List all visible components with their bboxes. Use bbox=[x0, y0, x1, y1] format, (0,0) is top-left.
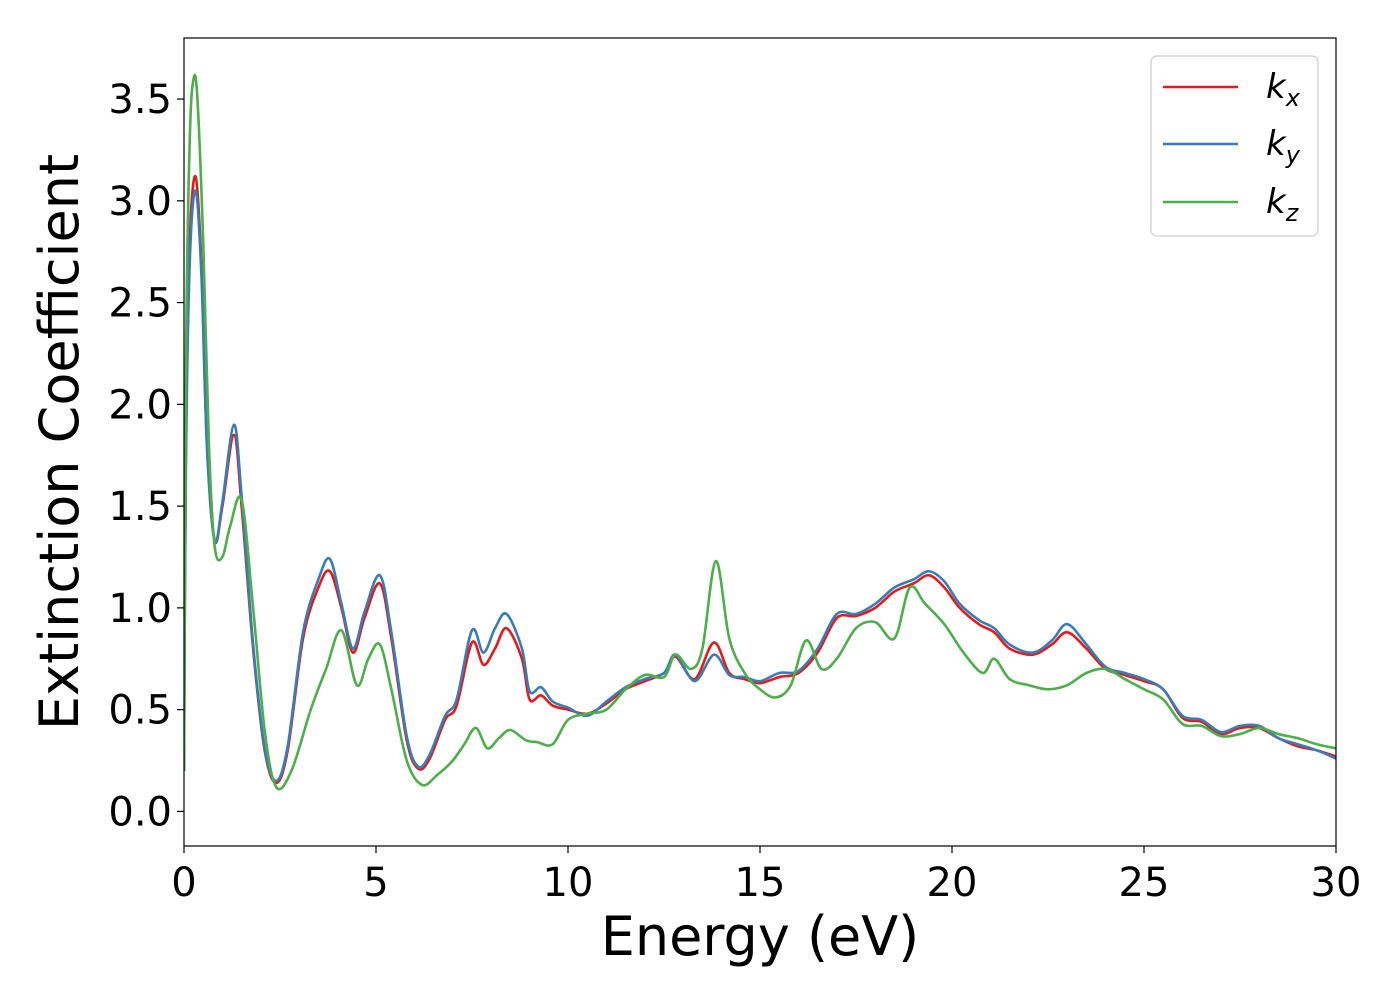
y-tick-label: 1.5 bbox=[108, 484, 172, 530]
y-tick-label: 0.0 bbox=[108, 789, 172, 835]
x-tick-label: 30 bbox=[1311, 860, 1362, 906]
legend-label-x: kx bbox=[1266, 67, 1301, 112]
series-layer bbox=[184, 73, 1336, 791]
y-axis-ticks: 0.0 0.5 1.0 1.5 2.0 2.5 3.0 3.5 bbox=[108, 77, 184, 835]
y-axis-title: Extinction Coefficient bbox=[28, 154, 91, 730]
series-line-z bbox=[184, 73, 1336, 791]
plot-area bbox=[183, 37, 1337, 847]
x-tick-label: 20 bbox=[927, 860, 978, 906]
legend: kx ky kz bbox=[1150, 55, 1319, 237]
y-tick-label: 1.0 bbox=[108, 586, 172, 632]
x-tick-label: 0 bbox=[171, 860, 196, 906]
series-line-y bbox=[184, 189, 1336, 783]
legend-label-z: kz bbox=[1266, 182, 1300, 227]
y-tick-label: 3.5 bbox=[108, 77, 172, 123]
x-tick-label: 25 bbox=[1119, 860, 1170, 906]
y-tick-label: 2.5 bbox=[108, 281, 172, 327]
legend-label-y: ky bbox=[1266, 124, 1301, 169]
y-tick-label: 3.0 bbox=[108, 179, 172, 225]
x-tick-label: 15 bbox=[735, 860, 786, 906]
x-axis-ticks: 0 5 10 15 20 25 30 bbox=[171, 846, 1361, 906]
y-tick-label: 2.0 bbox=[108, 382, 172, 428]
y-tick-label: 0.5 bbox=[108, 688, 172, 734]
legend-box bbox=[1150, 55, 1319, 237]
x-tick-label: 10 bbox=[543, 860, 594, 906]
x-axis-title: Energy (eV) bbox=[601, 905, 920, 968]
x-tick-label: 5 bbox=[363, 860, 388, 906]
